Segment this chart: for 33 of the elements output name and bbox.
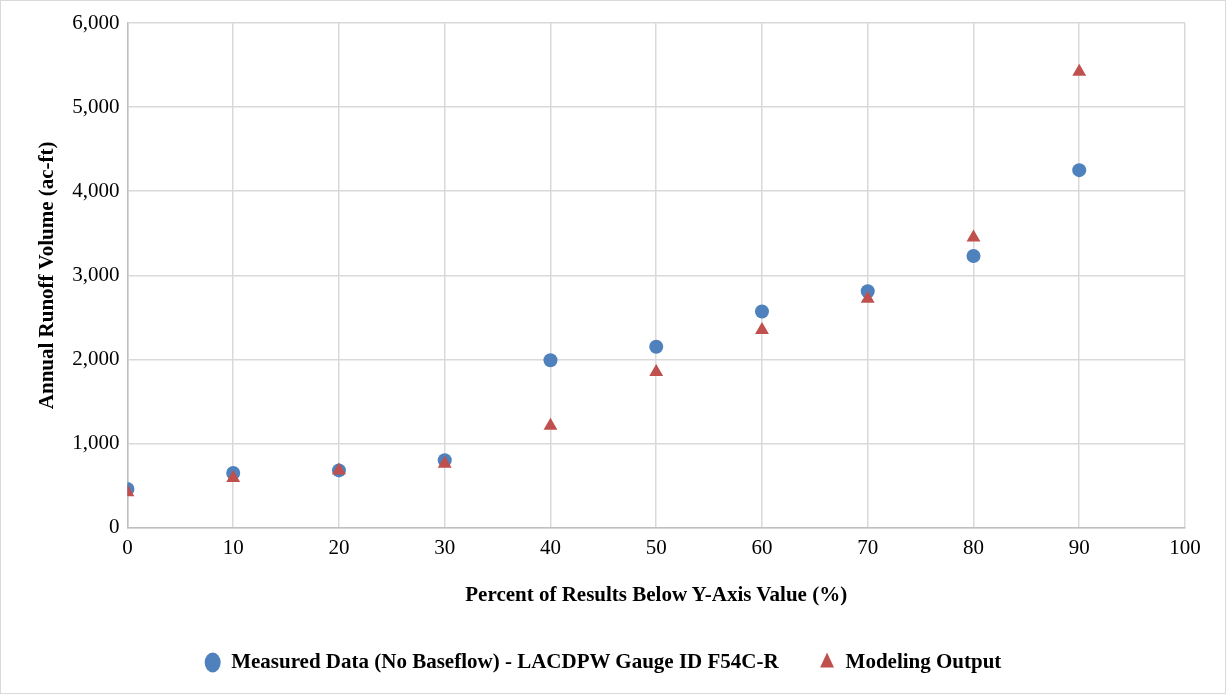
x-tick-label: 80 [962,534,984,559]
point [649,339,664,354]
point [1072,163,1087,178]
point [860,290,875,303]
y-tick-label: 2,000 [72,345,120,370]
point [966,248,981,263]
point [543,417,558,430]
x-tick-label: 90 [1068,534,1090,559]
x-tick-label: 100 [1169,534,1201,559]
point [1072,63,1087,76]
y-tick-label: 5,000 [72,93,120,118]
y-tick-label: 1,000 [72,430,120,455]
legend-label: Measured Data (No Baseflow) - LACDPW Gauge ID F54C-R [231,648,780,673]
x-axis-title: Percent of Results Below Y-Axis Value (%) [465,581,848,606]
x-tick-label: 50 [645,534,667,559]
x-tick-label: 10 [222,534,244,559]
point [755,321,769,334]
y-tick-label: 4,000 [72,177,120,202]
y-tick-label: 0 [108,514,120,539]
y-axis-title: Annual Runoff Volume (ac-ft) [34,141,59,410]
x-tick-label: 60 [751,534,773,559]
point [649,364,664,377]
x-tick-label: 70 [857,534,879,559]
x-tick-label: 40 [539,534,561,559]
point [754,304,769,319]
y-tick-label: 6,000 [72,9,120,34]
y-tick-label: 3,000 [72,261,120,286]
x-tick-label: 20 [328,534,350,559]
point [966,229,981,242]
legend-label: Modeling Output [845,648,1002,673]
point [543,353,558,368]
point [226,469,241,482]
x-tick-label: 30 [434,534,456,559]
